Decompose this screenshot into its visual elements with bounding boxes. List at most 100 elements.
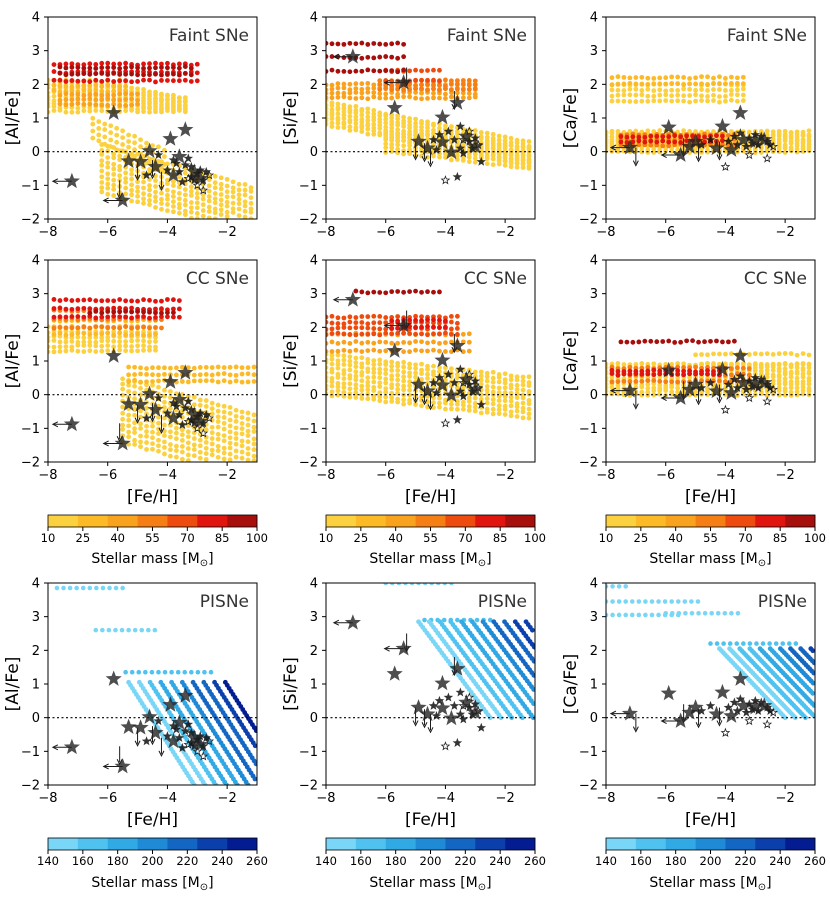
model-point [132, 390, 137, 396]
small-star-marker [201, 166, 211, 176]
small-star-marker [171, 401, 182, 411]
model-point [663, 81, 669, 87]
model-point [514, 164, 520, 170]
model-point [227, 417, 233, 423]
model-point [359, 387, 365, 393]
model-point [239, 443, 245, 449]
model-point [135, 189, 140, 194]
model-point [63, 65, 69, 71]
model-point [740, 98, 746, 103]
model-point [353, 347, 359, 353]
model-point [478, 130, 484, 135]
model-point [129, 338, 135, 344]
model-point [224, 199, 230, 205]
model-point [341, 55, 347, 60]
model-point [520, 405, 526, 411]
model-point [120, 404, 126, 410]
model-point [705, 361, 710, 366]
model-point [746, 352, 752, 357]
model-point [651, 385, 657, 391]
model-point [740, 74, 746, 80]
model-point [341, 371, 347, 377]
model-point [144, 440, 149, 445]
model-point [729, 74, 734, 80]
model-point [141, 72, 146, 78]
model-point [746, 372, 752, 378]
large-star-marker [344, 291, 361, 307]
y-tick-label: 3 [590, 287, 598, 302]
large-star-marker [723, 384, 740, 400]
panel-title: CC SNe [744, 269, 807, 289]
model-point [431, 289, 436, 295]
model-point [449, 583, 454, 586]
model-point [425, 289, 430, 295]
model-point [129, 348, 135, 354]
model-point [621, 378, 627, 384]
model-point [93, 97, 99, 103]
model-point [63, 72, 69, 78]
model-point [621, 98, 627, 104]
y-tick-label: −1 [21, 745, 40, 760]
model-point [715, 611, 721, 616]
model-point [526, 380, 532, 385]
model-point [609, 384, 615, 390]
model-point [111, 79, 117, 84]
model-point [472, 82, 478, 87]
model-point [171, 310, 176, 316]
model-point [99, 174, 105, 180]
model-point [764, 367, 770, 373]
model-point [135, 184, 140, 190]
model-point [359, 289, 365, 295]
panel-title: Faint SNe [447, 26, 527, 46]
model-point [431, 83, 436, 88]
model-point [341, 41, 347, 47]
model-point [437, 82, 442, 88]
model-point [111, 151, 117, 157]
model-point [353, 369, 359, 375]
model-point [407, 392, 412, 398]
model-point [117, 97, 123, 103]
model-point [389, 134, 395, 140]
model-point [435, 583, 441, 586]
limit-arrowhead [102, 763, 109, 770]
model-point [365, 314, 371, 320]
model-point [643, 599, 648, 604]
small-star-marker [183, 153, 194, 163]
model-point [472, 408, 478, 414]
model-point [371, 374, 377, 380]
model-point [425, 77, 430, 83]
upper-limit-arrowhead [421, 722, 428, 729]
model-point [490, 375, 496, 381]
model-point [239, 409, 245, 415]
model-point [419, 86, 424, 92]
model-point [153, 184, 158, 189]
model-point [508, 377, 514, 383]
large-star-marker [449, 660, 466, 676]
model-point [508, 373, 514, 379]
model-point [234, 782, 240, 785]
model-point [675, 361, 681, 366]
model-point [437, 125, 442, 131]
model-point [347, 69, 353, 75]
model-point [191, 453, 197, 459]
model-point [740, 81, 746, 87]
small-star-marker [723, 136, 734, 146]
model-point [159, 298, 164, 304]
model-point [341, 105, 347, 111]
model-point [526, 389, 532, 394]
model-point [203, 439, 209, 445]
model-point [215, 408, 221, 414]
model-point [159, 196, 164, 202]
model-point [490, 379, 496, 385]
model-point [717, 87, 722, 92]
model-point [616, 584, 622, 589]
model-point [347, 314, 353, 320]
model-point [643, 612, 648, 618]
model-point [329, 379, 335, 385]
model-point [437, 404, 442, 410]
model-point [111, 332, 117, 338]
model-point [413, 374, 418, 380]
large-star-marker [621, 382, 638, 398]
open-star-marker [744, 392, 755, 403]
open-star-marker [762, 396, 773, 406]
